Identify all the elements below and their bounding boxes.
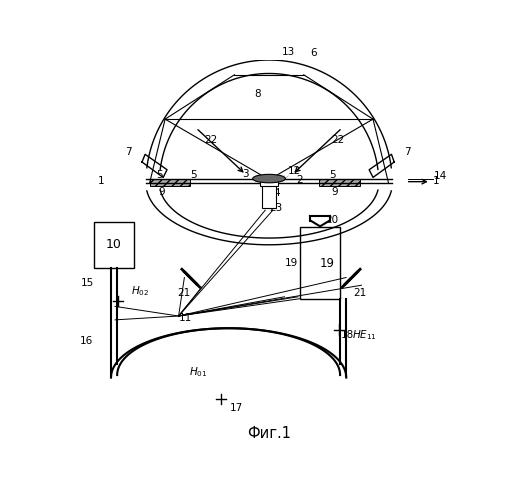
Text: 6: 6: [310, 48, 317, 58]
Text: 8: 8: [254, 90, 261, 100]
Bar: [94, 222, 134, 268]
Text: 14: 14: [434, 172, 447, 181]
Text: 9: 9: [158, 186, 164, 196]
Text: $HE_{11}$: $HE_{11}$: [352, 328, 377, 342]
Text: 18: 18: [341, 330, 354, 340]
Text: 7: 7: [125, 146, 132, 156]
Text: 15: 15: [80, 278, 93, 288]
Text: 12: 12: [288, 166, 301, 176]
Text: 5: 5: [156, 170, 163, 179]
Text: 22: 22: [332, 135, 345, 145]
Text: 2: 2: [297, 175, 303, 185]
Text: 1: 1: [433, 176, 440, 186]
Text: 3: 3: [243, 169, 249, 179]
Text: 13: 13: [282, 46, 295, 56]
Text: 19: 19: [320, 256, 335, 270]
Text: 4: 4: [274, 188, 280, 198]
Bar: [260, 181, 278, 186]
Text: 10: 10: [106, 238, 122, 252]
Text: 5: 5: [329, 170, 336, 179]
Text: 16: 16: [80, 336, 93, 346]
Text: 1: 1: [98, 176, 105, 186]
Text: 20: 20: [325, 215, 338, 225]
Text: 19: 19: [285, 258, 298, 268]
Text: 23: 23: [269, 203, 282, 213]
Text: Фиг.1: Фиг.1: [247, 426, 291, 441]
Text: $H_{01}$: $H_{01}$: [188, 365, 207, 379]
Text: 11: 11: [179, 313, 192, 323]
Text: 5: 5: [191, 170, 197, 179]
Bar: [300, 228, 340, 298]
Text: 22: 22: [205, 135, 218, 145]
Text: 7: 7: [404, 146, 411, 156]
Text: 21: 21: [178, 288, 191, 298]
Text: 17: 17: [230, 404, 243, 413]
Bar: [262, 183, 276, 208]
Text: 21: 21: [353, 288, 366, 298]
Text: $H_{02}$: $H_{02}$: [131, 284, 149, 298]
Bar: [150, 178, 190, 186]
Ellipse shape: [253, 174, 286, 183]
Bar: [319, 178, 360, 186]
Text: 9: 9: [331, 186, 338, 196]
